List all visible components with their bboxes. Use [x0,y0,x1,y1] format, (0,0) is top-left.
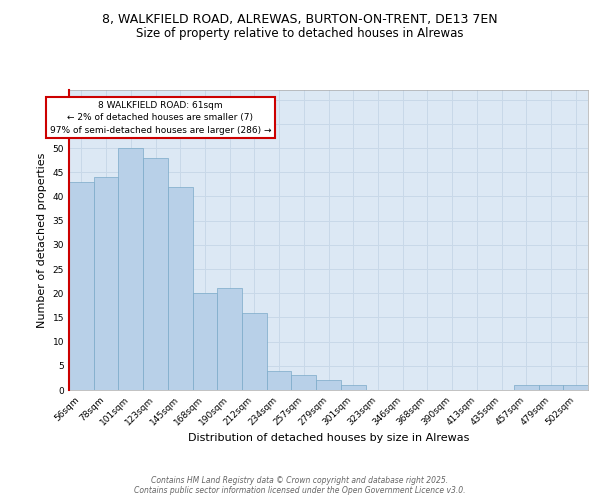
Bar [143,158,168,390]
Text: Size of property relative to detached houses in Alrewas: Size of property relative to detached ho… [136,28,464,40]
Bar [341,385,365,390]
Bar [168,187,193,390]
Bar [563,385,588,390]
Bar [316,380,341,390]
Bar [539,385,563,390]
Bar [94,177,118,390]
Bar [118,148,143,390]
Y-axis label: Number of detached properties: Number of detached properties [37,152,47,328]
Bar [193,293,217,390]
Bar [217,288,242,390]
Bar [242,312,267,390]
Bar [292,376,316,390]
Text: Contains HM Land Registry data © Crown copyright and database right 2025.
Contai: Contains HM Land Registry data © Crown c… [134,476,466,495]
X-axis label: Distribution of detached houses by size in Alrewas: Distribution of detached houses by size … [188,432,469,442]
Text: 8 WALKFIELD ROAD: 61sqm
← 2% of detached houses are smaller (7)
97% of semi-deta: 8 WALKFIELD ROAD: 61sqm ← 2% of detached… [50,100,271,134]
Bar [69,182,94,390]
Bar [514,385,539,390]
Bar [267,370,292,390]
Text: 8, WALKFIELD ROAD, ALREWAS, BURTON-ON-TRENT, DE13 7EN: 8, WALKFIELD ROAD, ALREWAS, BURTON-ON-TR… [102,12,498,26]
